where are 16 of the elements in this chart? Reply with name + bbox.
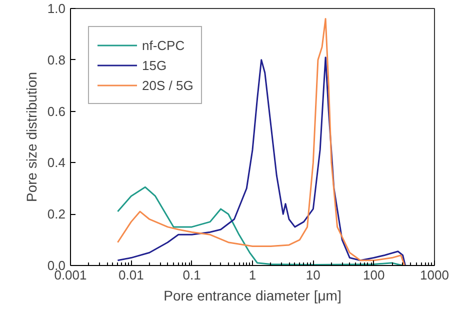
y-tick-label: 0.6 xyxy=(47,104,66,119)
x-tick-label: 100 xyxy=(362,268,385,282)
x-tick-label: 0.01 xyxy=(118,268,144,282)
legend-label: 15G xyxy=(142,58,167,72)
legend-label: nf-CPC xyxy=(142,38,185,52)
x-tick-label: 10 xyxy=(306,268,320,282)
x-axis-title: Pore entrance diameter [μm] xyxy=(164,288,342,304)
y-tick-label: 0.2 xyxy=(47,206,66,222)
y-tick-label: 0.8 xyxy=(47,52,66,68)
x-tick-label: 1 xyxy=(248,268,256,282)
legend-label: 20S / 5G xyxy=(142,78,194,92)
x-tick-label: 1000 xyxy=(420,268,449,282)
y-tick-label: 0.4 xyxy=(47,155,66,170)
y-axis-title: Pore size distribution xyxy=(23,72,40,202)
y-tick-label: 1.0 xyxy=(47,1,66,16)
x-tick-label: 0.1 xyxy=(182,268,201,282)
